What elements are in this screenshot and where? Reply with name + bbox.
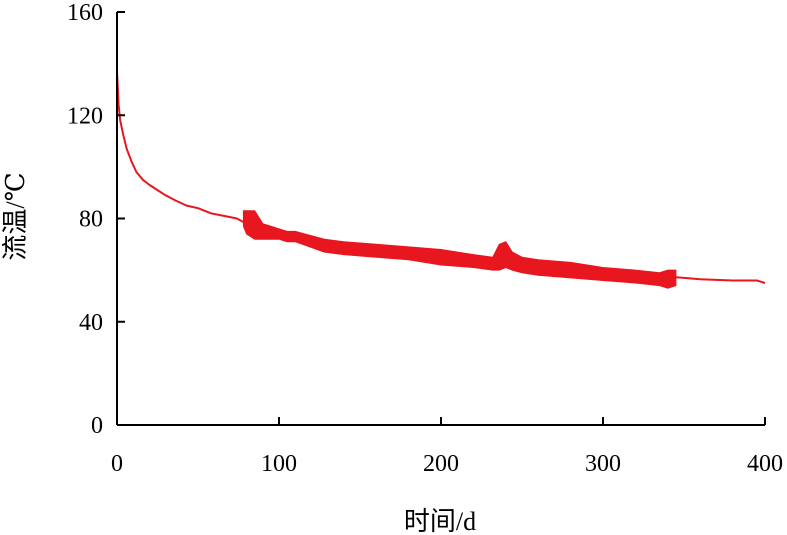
y-axis-title: 流温/℃ — [1, 172, 30, 260]
series-noise-band — [242, 210, 677, 289]
x-tick-label: 400 — [747, 451, 783, 477]
plot-area — [116, 71, 766, 289]
y-tick-label: 0 — [91, 413, 103, 439]
x-axis-title: 时间/d — [404, 507, 476, 535]
y-tick-label: 120 — [67, 103, 103, 129]
x-tick-label: 0 — [111, 451, 123, 477]
x-tick-label: 300 — [585, 451, 621, 477]
series-line — [116, 71, 766, 284]
y-axis: 0 40 80 120 160 — [67, 0, 125, 439]
x-tick-label: 100 — [261, 451, 297, 477]
x-tick-label: 200 — [423, 451, 459, 477]
y-tick-label: 40 — [79, 310, 103, 336]
x-axis: 0 100 200 300 400 — [111, 417, 783, 477]
y-tick-label: 160 — [67, 0, 103, 26]
y-tick-label: 80 — [79, 207, 103, 233]
